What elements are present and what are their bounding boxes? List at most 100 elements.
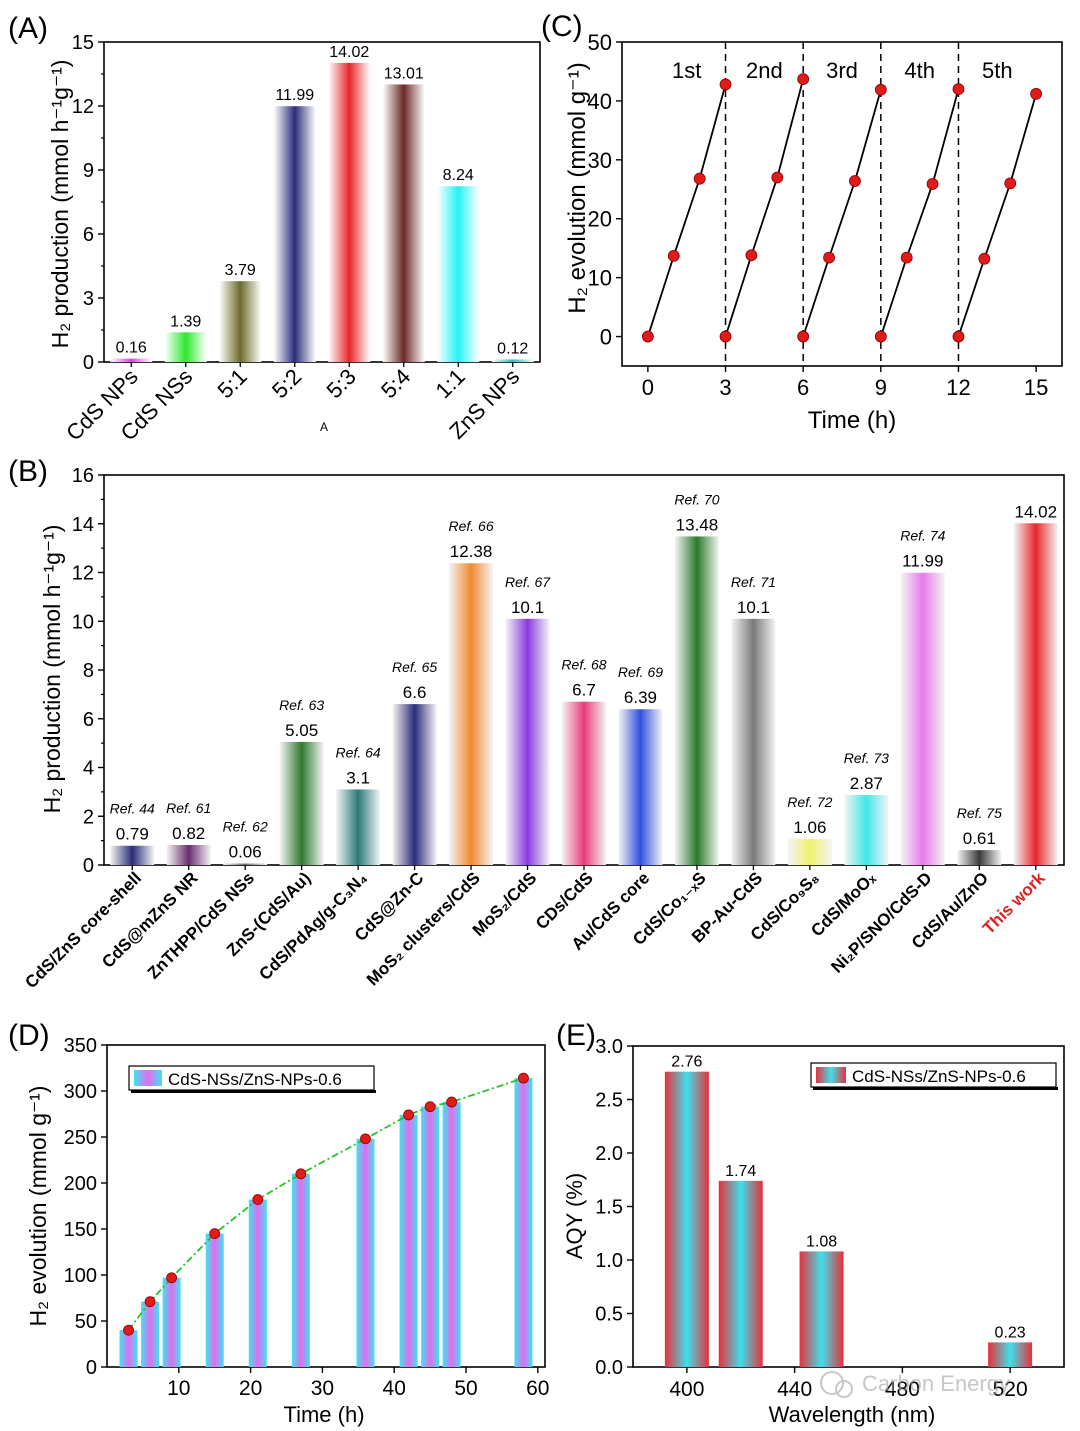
panel-c: (C) Time (h) H₂ evolution (mmol g⁻¹) 0 10… xyxy=(541,10,1063,434)
panel-b-value-label: 11.99 xyxy=(902,552,943,571)
panel-a-value-label: 1.39 xyxy=(170,313,201,330)
panel-d-bar xyxy=(356,1138,375,1367)
panel-a: (A) A H₂ production (mmol h⁻¹g⁻¹) 0 3 6 9 12… xyxy=(8,12,541,446)
panel-b-ytick-label: 14 xyxy=(72,514,94,536)
panel-c-ytick-label: 50 xyxy=(588,30,612,55)
panel-b-value-label: 0.79 xyxy=(116,825,149,844)
panel-a-value-label: 11.99 xyxy=(275,87,314,104)
panel-c-series-line xyxy=(879,88,960,337)
panel-b-bar xyxy=(110,845,155,865)
panel-d-point xyxy=(360,1133,371,1145)
panel-c-point xyxy=(978,252,991,265)
panel-d-bar xyxy=(119,1330,138,1367)
panel-a-ytick-label: 15 xyxy=(72,32,94,54)
watermark-logo-icon xyxy=(820,1371,844,1395)
panel-c-point xyxy=(797,330,810,343)
panel-c-xtick-label: 3 xyxy=(719,375,731,400)
panel-e-xtick-label: 480 xyxy=(885,1378,920,1401)
panel-b-value-label: 10.1 xyxy=(737,598,770,617)
panel-d-label: (D) xyxy=(8,1019,50,1052)
panel-e-bar xyxy=(988,1342,1033,1367)
panel-e-ytick-label: 3.0 xyxy=(595,1036,623,1058)
panel-d-legend-swatch xyxy=(134,1070,162,1086)
panel-a-ytick-label: 3 xyxy=(83,288,94,310)
panel-a-value-label: 8.24 xyxy=(443,167,474,184)
panel-b-category-label: ZnTHPP/CdS NSs xyxy=(144,868,258,982)
panel-d-bar xyxy=(141,1301,160,1367)
panel-b-value-label: 1.06 xyxy=(793,818,826,837)
panel-b-ref-label: Ref. 61 xyxy=(166,800,211,816)
panel-c-point xyxy=(1004,177,1017,190)
panel-b-value-label: 6.39 xyxy=(624,688,657,707)
panel-c-ylabel: H₂ evolution (mmol g⁻¹) xyxy=(564,62,591,313)
panel-b-bar xyxy=(336,789,381,865)
panel-d-xlabel: Time (h) xyxy=(283,1402,364,1427)
panel-a-bar xyxy=(328,62,371,362)
panel-c-point xyxy=(874,83,887,96)
panel-b-bar xyxy=(505,618,550,865)
panel-d-bar xyxy=(399,1114,418,1367)
panel-b-ytick-label: 8 xyxy=(83,660,94,682)
panel-d-xtick-label: 20 xyxy=(239,1377,262,1400)
panel-e-value-label: 1.74 xyxy=(725,1163,756,1180)
panel-a-ytick-label: 12 xyxy=(72,96,94,118)
panel-c-xtick-label: 12 xyxy=(946,375,970,400)
panel-b-value-label: 2.87 xyxy=(850,774,883,793)
panel-d-point xyxy=(252,1194,264,1205)
panel-b-ref-label: Ref. 65 xyxy=(392,659,437,675)
panel-d-ylabel: H₂ evolution (mmol g⁻¹) xyxy=(25,1086,51,1327)
panel-b-bar xyxy=(787,839,832,865)
panel-d-point xyxy=(295,1168,307,1180)
panel-c-cycle-label: 3rd xyxy=(826,58,858,83)
panel-e-ytick-label: 2.5 xyxy=(595,1090,623,1112)
panel-c-xtick-label: 6 xyxy=(797,375,809,400)
panel-b-ref-label: Ref. 63 xyxy=(279,697,324,713)
panel-d-xtick-label: 60 xyxy=(526,1377,549,1400)
panel-d-point xyxy=(166,1272,178,1284)
panel-d-xtick-label: 40 xyxy=(383,1377,406,1400)
panel-a-value-label: 0.16 xyxy=(116,340,147,357)
panel-d-point xyxy=(403,1109,414,1121)
panel-c-point xyxy=(900,251,913,264)
panel-d-trend-line xyxy=(127,1077,524,1331)
panel-b-bar xyxy=(957,850,1002,865)
panel-c-point xyxy=(926,178,939,190)
panel-d-frame xyxy=(106,1044,546,1368)
panel-c-xlabel: Time (h) xyxy=(808,407,896,434)
panel-b-bar xyxy=(900,572,945,865)
panel-a-bar xyxy=(273,106,316,362)
panel-c-xtick-label: 0 xyxy=(642,375,654,400)
panel-a-ytick-label: 0 xyxy=(83,352,94,374)
panel-e-ylabel: AQY (%) xyxy=(562,1173,587,1259)
panel-e-label: (E) xyxy=(556,1019,596,1052)
panel-d-bar xyxy=(291,1173,310,1367)
panel-c-series-line xyxy=(802,89,882,337)
panel-d-bar xyxy=(205,1233,224,1367)
panel-b-ref-label: Ref. 75 xyxy=(957,805,1002,821)
panel-b-ref-label: Ref. 66 xyxy=(448,518,493,534)
panel-c-point xyxy=(693,172,706,185)
panel-a-bar xyxy=(491,359,534,362)
panel-c-series-line xyxy=(957,93,1037,337)
panel-b-ref-label: Ref. 70 xyxy=(674,491,719,507)
panel-d-ytick-label: 50 xyxy=(75,1311,97,1333)
panel-b-ref-label: Ref. 71 xyxy=(731,574,776,590)
panel-b-value-label: 0.06 xyxy=(229,843,262,862)
panel-e-legend-text: CdS-NSs/ZnS-NPs-0.6 xyxy=(852,1067,1026,1086)
panel-d-bar xyxy=(514,1078,533,1367)
panel-c-point xyxy=(952,330,965,343)
panel-e-bar xyxy=(664,1071,709,1367)
panel-b-bar xyxy=(223,863,268,865)
panel-e-xtick-label: 520 xyxy=(993,1378,1028,1401)
panel-e-xtick-label: 440 xyxy=(777,1378,812,1401)
panel-d-bar xyxy=(442,1102,461,1367)
panel-c-xtick-label: 15 xyxy=(1024,375,1048,400)
watermark-text: Carbon Energy xyxy=(862,1371,1010,1396)
panel-e-ytick-label: 2.0 xyxy=(595,1143,623,1165)
panel-b-bar xyxy=(731,618,776,865)
watermark: Carbon Energy xyxy=(820,1371,1010,1398)
panel-a-category-label: 5:1 xyxy=(212,364,251,403)
panel-b-category-label: This work xyxy=(979,868,1049,938)
panel-a-category-label: 5:2 xyxy=(267,364,306,403)
